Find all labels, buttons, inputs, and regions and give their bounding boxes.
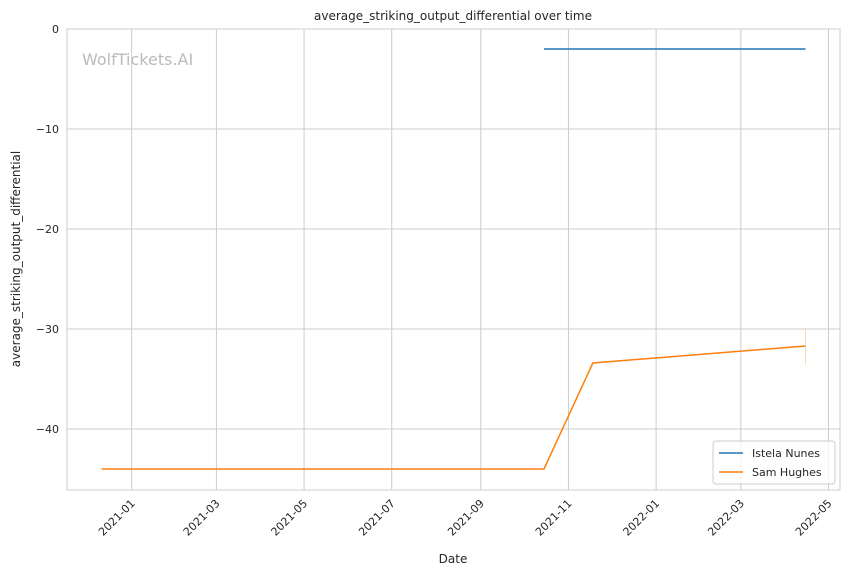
x-tick-label: 2021-07 <box>356 497 398 539</box>
x-tick-label: 2022-01 <box>621 497 663 539</box>
legend-label: Istela Nunes <box>752 447 820 460</box>
series-lines <box>101 48 807 470</box>
legend: Istela Nunes Sam Hughes <box>712 440 836 485</box>
y-tick-label: −20 <box>36 223 59 236</box>
y-tick-label: −30 <box>36 323 59 336</box>
y-axis-label: average_striking_output_differential <box>9 151 23 367</box>
x-tick-label: 2021-09 <box>445 497 487 539</box>
x-tick-label: 2021-03 <box>181 497 223 539</box>
x-tick-label: 2021-01 <box>96 497 138 539</box>
chart-title: average_striking_output_differential ove… <box>314 9 592 23</box>
y-tick-label: −40 <box>36 423 59 436</box>
y-tick-label: 0 <box>52 23 59 36</box>
y-axis: 0 −10 −20 −30 −40 <box>36 23 59 436</box>
grid <box>67 28 840 490</box>
plot-frame <box>66 28 841 491</box>
watermark: WolfTickets.AI <box>82 50 193 69</box>
y-tick-label: −10 <box>36 123 59 136</box>
x-tick-label: 2022-05 <box>793 497 835 539</box>
legend-label: Sam Hughes <box>752 466 822 479</box>
x-tick-label: 2021-05 <box>268 497 310 539</box>
x-tick-label: 2022-03 <box>705 497 747 539</box>
legend-box <box>712 440 836 485</box>
x-axis: 2021-01 2021-03 2021-05 2021-07 2021-09 2021-… <box>96 497 835 539</box>
series-line-sam-hughes <box>101 345 806 470</box>
x-tick-label: 2021-11 <box>533 497 575 539</box>
x-axis-label: Date <box>439 552 468 566</box>
